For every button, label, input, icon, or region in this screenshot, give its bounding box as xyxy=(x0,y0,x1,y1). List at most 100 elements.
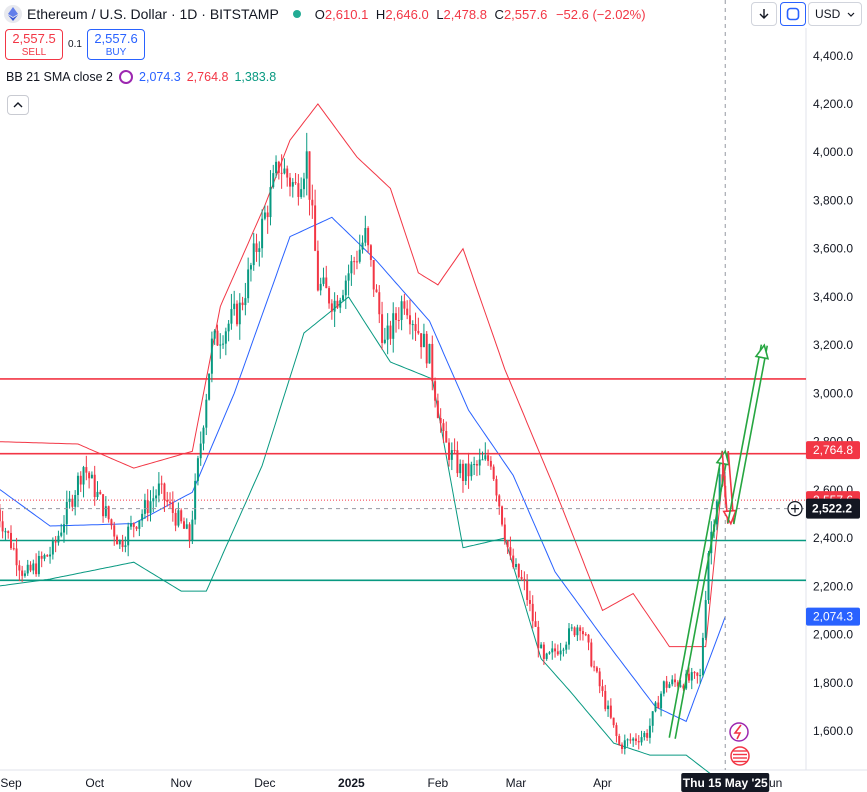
candlestick xyxy=(489,456,492,470)
candlestick xyxy=(336,295,339,309)
candle-body xyxy=(143,500,146,514)
candle-body xyxy=(90,474,93,479)
add-alert-icon[interactable] xyxy=(787,501,803,517)
candle-body xyxy=(166,499,169,502)
candle-body xyxy=(422,333,425,348)
candlestick xyxy=(475,460,478,477)
candle-body xyxy=(420,333,423,348)
ethereum-icon xyxy=(4,5,22,23)
change-value: −52.6 (−2.02%) xyxy=(555,6,646,22)
candle-body xyxy=(601,686,604,691)
candlestick xyxy=(330,299,333,320)
candle-body xyxy=(74,495,77,507)
candlestick xyxy=(467,452,470,489)
candle-body xyxy=(674,679,677,683)
candlestick xyxy=(542,642,545,665)
candlestick xyxy=(63,515,66,543)
candlestick xyxy=(372,259,375,297)
candlestick xyxy=(378,285,381,324)
candle-body xyxy=(297,183,300,197)
candlestick xyxy=(82,465,85,498)
candle-body xyxy=(456,450,459,474)
symbol-title[interactable]: Ethereum / U.S. Dollar · 1D · BITSTAMP xyxy=(27,6,279,22)
candlestick xyxy=(693,671,696,679)
candlestick xyxy=(339,297,342,314)
buy-button[interactable]: 2,557.6 BUY xyxy=(87,29,145,60)
x-tick-label: Oct xyxy=(85,776,104,790)
candle-body xyxy=(18,565,21,571)
candle-body xyxy=(113,525,116,537)
indicator-settings-icon[interactable] xyxy=(119,70,134,84)
event-circle xyxy=(730,746,750,766)
candlestick xyxy=(637,735,640,750)
scroll-down-button[interactable] xyxy=(751,2,777,26)
candlestick xyxy=(414,312,417,341)
close-key: C xyxy=(494,6,504,22)
candle-body xyxy=(4,531,7,533)
candle-body xyxy=(252,243,255,266)
candlestick xyxy=(581,627,584,641)
candlestick xyxy=(498,494,501,515)
candlestick xyxy=(216,324,219,346)
y-tick-label: 2,400.0 xyxy=(813,531,853,545)
candlestick xyxy=(15,537,18,577)
candlestick xyxy=(29,561,32,573)
candlestick xyxy=(238,293,241,340)
candlestick xyxy=(422,323,425,348)
candle-body xyxy=(116,536,119,545)
candlestick xyxy=(434,377,437,408)
candlestick xyxy=(400,295,403,331)
candle-body xyxy=(104,506,107,517)
candlestick xyxy=(322,267,325,287)
candlestick xyxy=(386,313,389,355)
candle-body xyxy=(383,339,386,343)
y-tick-label: 3,600.0 xyxy=(813,242,853,256)
candlestick xyxy=(171,491,174,522)
candlestick xyxy=(43,553,46,562)
candle-body xyxy=(660,693,663,709)
candle-body xyxy=(392,313,395,339)
candlestick xyxy=(79,471,82,493)
chevron-down-icon xyxy=(847,12,855,17)
candlestick xyxy=(428,343,431,364)
candle-body xyxy=(445,430,448,443)
candle-body xyxy=(687,673,690,681)
candle-body xyxy=(57,535,60,543)
candlestick xyxy=(314,189,317,252)
candle-body xyxy=(478,459,481,466)
candle-body xyxy=(584,634,587,636)
currency-select[interactable]: USD xyxy=(808,2,862,26)
candlestick xyxy=(347,264,350,296)
us-flag-event-icon[interactable] xyxy=(730,746,750,766)
candle-body xyxy=(381,314,384,343)
candle-body xyxy=(152,498,155,502)
candlestick xyxy=(316,240,319,292)
candle-body xyxy=(520,576,523,579)
dividend-event-icon[interactable] xyxy=(729,722,749,742)
candlestick xyxy=(224,327,227,356)
candle-body xyxy=(378,292,381,315)
crosshair-date-label: Thu 15 May '25 xyxy=(681,773,770,792)
collapse-legend-button[interactable] xyxy=(7,95,29,115)
candle-body xyxy=(679,685,682,687)
candlestick xyxy=(308,151,311,216)
candlestick xyxy=(651,711,654,733)
sync-button[interactable] xyxy=(780,2,806,26)
candle-body xyxy=(506,540,509,548)
candlestick xyxy=(473,456,476,475)
candle-body xyxy=(272,173,275,188)
indicator-legend[interactable]: BB 21 SMA close 2 2,074.3 2,764.8 1,383.… xyxy=(6,70,276,84)
sell-button[interactable]: 2,557.5 SELL xyxy=(5,29,63,60)
candle-body xyxy=(51,541,54,555)
candle-body xyxy=(573,627,576,636)
x-tick-label: 2025 xyxy=(338,776,365,790)
candlestick xyxy=(233,290,236,316)
candle-body xyxy=(509,547,512,556)
candle-body xyxy=(283,168,286,174)
candle-body xyxy=(194,480,197,520)
candle-body xyxy=(531,603,534,622)
candle-body xyxy=(668,684,671,688)
market-status-icon xyxy=(292,10,301,18)
candlestick xyxy=(579,625,582,641)
